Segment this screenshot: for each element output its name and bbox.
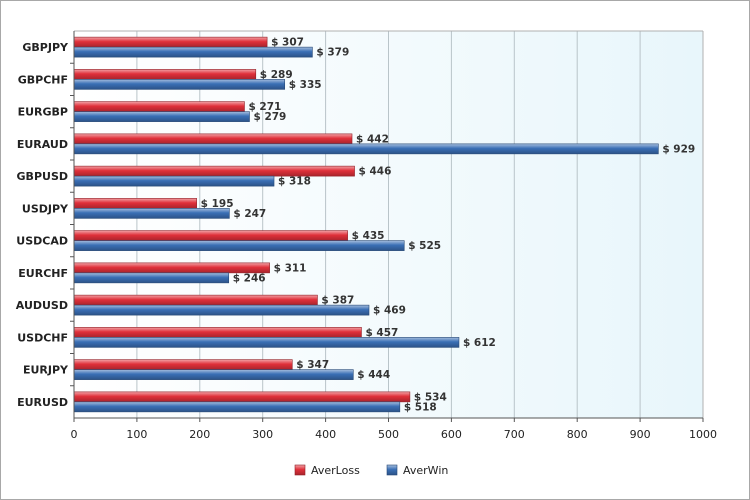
x-tick-label-400: 400 — [315, 428, 336, 441]
legend: AverLoss AverWin — [294, 464, 448, 477]
bar-AverWin-EURGBP — [73, 111, 250, 122]
data-label-AverWin-GBPJPY: $ 379 — [316, 47, 349, 59]
category-label-GBPUSD: GBPUSD — [17, 170, 68, 183]
data-label-AverWin-EURCHF: $ 246 — [233, 272, 266, 284]
bar-AverLoss-EURJPY — [73, 359, 293, 370]
bar-AverLoss-GBPCHF — [73, 69, 257, 80]
bar-AverWin-EURAUD — [73, 143, 659, 155]
x-tick-label-800: 800 — [567, 428, 588, 441]
axes: 0 100 200 300 400 500 600 700 800 900 1000 GBPJPY GB… — [16, 30, 717, 441]
bar-AverLoss-GBPJPY — [73, 36, 268, 48]
data-label-AverLoss-EURGBP: $ 271 — [248, 101, 281, 113]
x-tick-label-600: 600 — [441, 428, 462, 441]
data-label-AverLoss-GBPJPY: $ 307 — [271, 37, 304, 49]
data-label-AverLoss-GBPCHF: $ 289 — [260, 69, 293, 81]
x-tick-label-100: 100 — [126, 428, 147, 441]
data-label-AverWin-EURGBP: $ 279 — [253, 111, 286, 123]
category-label-GBPJPY: GBPJPY — [22, 41, 69, 54]
legend-swatch-AverLoss — [294, 464, 306, 476]
x-tick-label-300: 300 — [252, 428, 273, 441]
legend-label-AverLoss: AverLoss — [311, 464, 360, 477]
x-tick-label-200: 200 — [189, 428, 210, 441]
data-label-AverLoss-USDJPY: $ 195 — [201, 198, 234, 210]
bar-AverLoss-USDCHF — [73, 327, 362, 338]
data-label-AverLoss-GBPUSD: $ 446 — [359, 166, 392, 178]
category-label-EURGBP: EURGBP — [18, 106, 68, 119]
bar-AverWin-GBPUSD — [73, 175, 275, 187]
bar-AverLoss-USDJPY — [73, 198, 197, 209]
data-label-AverLoss-EURCHF: $ 311 — [274, 262, 307, 274]
bar-AverLoss-GBPUSD — [73, 165, 355, 177]
category-label-EURCHF: EURCHF — [18, 267, 68, 280]
bar-AverWin-USDCHF — [73, 337, 460, 348]
bar-AverWin-AUDUSD — [73, 304, 370, 316]
x-tick-label-700: 700 — [504, 428, 525, 441]
bars: $ 307 $ 379 $ 289$ 335 $ 271$ 279 $ 442 $ 929… — [73, 36, 695, 413]
category-label-EURAUD: EURAUD — [17, 138, 68, 151]
bar-AverWin-GBPJPY — [73, 46, 313, 58]
data-label-AverLoss-USDCAD: $ 435 — [352, 230, 385, 242]
data-label-AverWin-EURUSD: $ 518 — [404, 401, 437, 413]
data-label-AverLoss-USDCHF: $ 457 — [365, 327, 398, 339]
data-label-AverWin-EURJPY: $ 444 — [357, 369, 390, 381]
bar-AverLoss-EURUSD — [73, 391, 411, 403]
category-label-USDJPY: USDJPY — [22, 202, 69, 215]
legend-swatch-AverWin — [386, 464, 398, 476]
bar-AverLoss-EURAUD — [73, 133, 353, 145]
bar-AverLoss-EURCHF — [73, 262, 270, 274]
bar-AverLoss-USDCAD — [73, 230, 348, 241]
bar-AverLoss-EURGBP — [73, 101, 245, 112]
legend-label-AverWin: AverWin — [403, 464, 448, 477]
x-tick-label-900: 900 — [630, 428, 651, 441]
data-label-AverWin-USDCHF: $ 612 — [463, 337, 496, 349]
bar-AverWin-EURCHF — [73, 272, 230, 284]
data-label-AverLoss-EURUSD: $ 534 — [414, 391, 447, 403]
category-label-GBPCHF: GBPCHF — [18, 73, 68, 86]
bar-AverWin-USDCAD — [73, 240, 405, 251]
bar-AverWin-EURUSD — [73, 401, 401, 413]
x-tick-label-0: 0 — [71, 428, 78, 441]
x-tick-label-1000: 1000 — [689, 428, 717, 441]
data-label-AverLoss-AUDUSD: $ 387 — [321, 295, 354, 307]
data-label-AverWin-GBPUSD: $ 318 — [278, 176, 311, 188]
data-label-AverWin-AUDUSD: $ 469 — [373, 305, 406, 317]
category-label-EURJPY: EURJPY — [23, 364, 69, 377]
bar-AverWin-EURJPY — [73, 369, 354, 380]
category-label-USDCAD: USDCAD — [16, 235, 68, 248]
bar-AverWin-USDJPY — [73, 208, 230, 219]
data-label-AverWin-GBPCHF: $ 335 — [289, 79, 322, 91]
category-label-EURUSD: EURUSD — [17, 396, 68, 409]
category-label-USDCHF: USDCHF — [17, 331, 68, 344]
x-tick-label-500: 500 — [378, 428, 399, 441]
data-label-AverWin-EURAUD: $ 929 — [662, 143, 695, 155]
category-label-AUDUSD: AUDUSD — [16, 299, 68, 312]
bar-AverWin-GBPCHF — [73, 79, 286, 90]
data-label-AverLoss-EURAUD: $ 442 — [356, 133, 389, 145]
data-label-AverLoss-EURJPY: $ 347 — [296, 359, 329, 371]
data-label-AverWin-USDCAD: $ 525 — [408, 240, 441, 252]
bar-AverLoss-AUDUSD — [73, 294, 318, 306]
data-label-AverWin-USDJPY: $ 247 — [233, 208, 266, 220]
